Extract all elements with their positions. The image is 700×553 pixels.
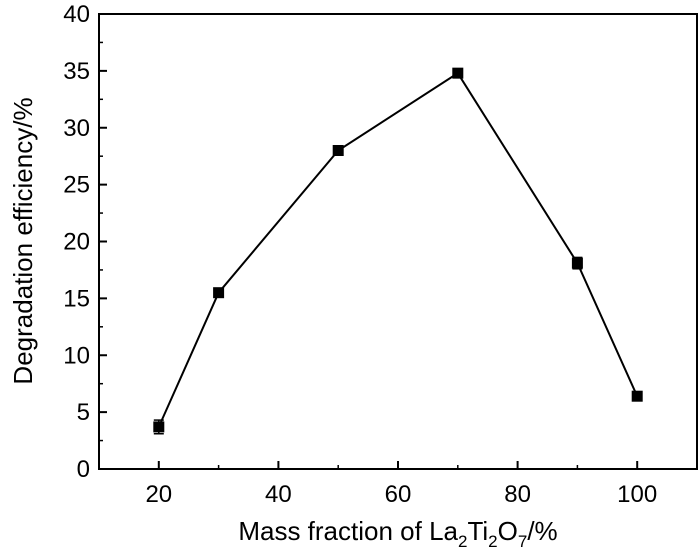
y-tick-label: 30 [63, 115, 90, 142]
y-tick-label: 5 [77, 399, 90, 426]
x-axis-title-sub3: 7 [518, 532, 527, 551]
y-tick-label: 0 [77, 456, 90, 483]
data-point [153, 421, 165, 433]
chart-marks [153, 67, 643, 435]
series-line [157, 71, 639, 428]
data-point [332, 145, 344, 156]
y-tick-label: 10 [63, 342, 90, 369]
y-tick-label: 35 [63, 58, 90, 85]
data-point [213, 287, 225, 299]
x-axis-title-suffix: /% [527, 516, 557, 546]
data-point [571, 257, 583, 269]
x-tick-label: 40 [265, 481, 292, 508]
x-tick-label: 100 [617, 481, 657, 508]
data-point [452, 67, 464, 79]
plot-frame [98, 13, 698, 470]
x-axis-title-mid2: O [498, 516, 518, 546]
y-tick-label: 25 [63, 172, 90, 199]
x-axis-title: Mass fraction of La2Ti2O7/% [238, 516, 557, 551]
x-axis-title-mid1: Ti [467, 516, 488, 546]
y-axis-title: Degradation efficiency/% [8, 97, 38, 384]
chart-axes: 0 5 10 15 20 25 30 35 40 20 40 60 80 100 [63, 1, 698, 508]
x-tick-label: 80 [504, 481, 531, 508]
x-axis-title-sub1: 2 [458, 532, 467, 551]
x-axis-title-sub2: 2 [488, 532, 497, 551]
x-tick-label: 60 [385, 481, 412, 508]
y-tick-label: 20 [63, 229, 90, 256]
y-tick-label: 40 [63, 1, 90, 28]
x-tick-label: 20 [145, 481, 172, 508]
x-axis-title-prefix: Mass fraction of La [238, 516, 458, 546]
y-tick-label: 15 [63, 285, 90, 312]
data-point [631, 390, 643, 402]
